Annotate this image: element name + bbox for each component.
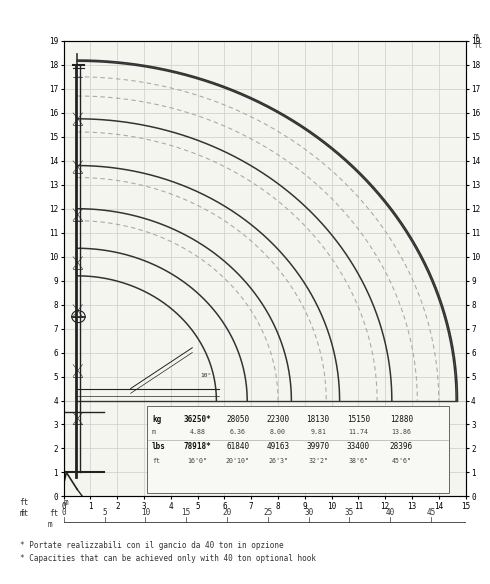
Text: ft: ft (473, 41, 483, 50)
Text: 16'0": 16'0" (188, 458, 208, 464)
Text: m: m (473, 32, 478, 40)
Text: 26'3": 26'3" (268, 458, 288, 464)
Text: * Portate realizzabili con il gancio da 40 ton in opzione: * Portate realizzabili con il gancio da … (20, 541, 283, 550)
Text: * Capacities that can be achieved only with 40 ton optional hook: * Capacities that can be achieved only w… (20, 554, 316, 562)
Text: 10: 10 (141, 507, 150, 517)
Text: 0: 0 (61, 507, 66, 517)
Text: ft: ft (49, 509, 59, 518)
Text: m: m (20, 509, 24, 518)
Text: 28050: 28050 (226, 415, 249, 424)
Text: 9.81: 9.81 (310, 429, 326, 435)
Text: 78918*: 78918* (184, 443, 212, 451)
Text: 11.74: 11.74 (348, 429, 368, 435)
Text: 45'6": 45'6" (391, 458, 411, 464)
Text: 36250*: 36250* (184, 415, 212, 424)
Text: 40: 40 (386, 507, 395, 517)
Text: 28396: 28396 (390, 443, 413, 451)
Text: 5: 5 (102, 507, 107, 517)
Text: 35: 35 (345, 507, 354, 517)
Text: m: m (48, 520, 52, 529)
Text: 20'10": 20'10" (226, 458, 250, 464)
Text: 45: 45 (426, 507, 436, 517)
Text: m: m (152, 429, 156, 435)
Text: 8.00: 8.00 (270, 429, 286, 435)
Text: ft: ft (20, 498, 29, 506)
Text: 15: 15 (181, 507, 191, 517)
Text: 13.86: 13.86 (391, 429, 411, 435)
Text: 15150: 15150 (347, 415, 370, 424)
Text: ft: ft (20, 509, 29, 518)
Text: 30: 30 (304, 507, 313, 517)
Text: 33400: 33400 (347, 443, 370, 451)
Text: 25: 25 (263, 507, 272, 517)
Text: 4.88: 4.88 (190, 429, 206, 435)
Text: ft: ft (152, 458, 160, 464)
Text: 49163: 49163 (267, 443, 290, 451)
FancyBboxPatch shape (147, 406, 449, 493)
Text: 20: 20 (222, 507, 232, 517)
Text: 18130: 18130 (307, 415, 330, 424)
Text: 61840: 61840 (226, 443, 249, 451)
Text: 38'6": 38'6" (348, 458, 368, 464)
Text: 22300: 22300 (267, 415, 290, 424)
Text: lbs: lbs (152, 443, 166, 451)
Text: 6.36: 6.36 (230, 429, 246, 435)
Text: 10°: 10° (200, 373, 212, 377)
Text: m: m (64, 498, 68, 506)
Text: 39970: 39970 (307, 443, 330, 451)
Text: 32'2": 32'2" (308, 458, 328, 464)
Text: kg: kg (152, 415, 161, 424)
Text: 12880: 12880 (390, 415, 413, 424)
